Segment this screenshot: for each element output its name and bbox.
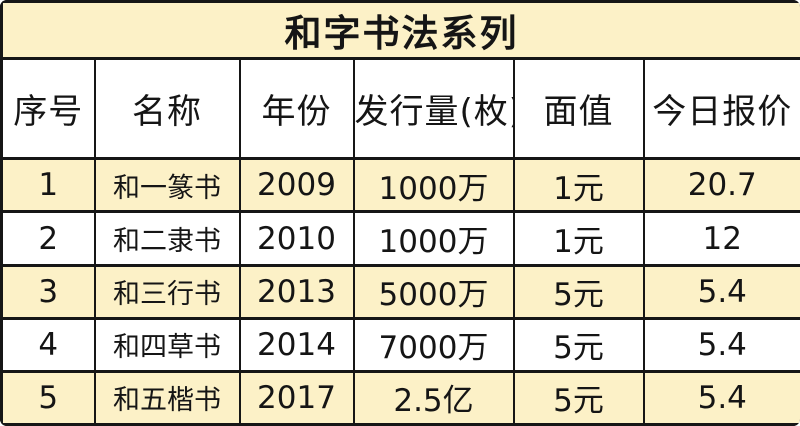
cell-name: 和一篆书 bbox=[93, 157, 241, 214]
cell-serial: 5 bbox=[0, 369, 96, 426]
cell-serial: 2 bbox=[0, 210, 96, 267]
cell-name: 和五楷书 bbox=[93, 369, 241, 426]
cell-year: 2010 bbox=[238, 210, 355, 267]
cell-year: 2009 bbox=[238, 157, 355, 214]
cell-face-value: 1元 bbox=[512, 210, 645, 267]
table-row: 1 和一篆书 2009 1000万 1元 20.7 bbox=[0, 157, 800, 214]
cell-circulation: 7000万 bbox=[352, 316, 515, 373]
cell-serial: 1 bbox=[0, 157, 96, 214]
cell-year: 2014 bbox=[238, 316, 355, 373]
table-title: 和字书法系列 bbox=[0, 0, 800, 61]
title-row: 和字书法系列 bbox=[0, 0, 800, 61]
column-header-serial: 序号 bbox=[0, 57, 96, 161]
cell-face-value: 5元 bbox=[512, 316, 645, 373]
cell-price: 5.4 bbox=[642, 369, 800, 426]
column-header-year: 年份 bbox=[238, 57, 355, 161]
cell-face-value: 5元 bbox=[512, 369, 645, 426]
column-header-face-value: 面值 bbox=[512, 57, 645, 161]
cell-price: 5.4 bbox=[642, 316, 800, 373]
cell-year: 2013 bbox=[238, 263, 355, 320]
cell-price: 12 bbox=[642, 210, 800, 267]
column-header-price: 今日报价 bbox=[642, 57, 800, 161]
cell-circulation: 1000万 bbox=[352, 157, 515, 214]
table-row: 5 和五楷书 2017 2.5亿 5元 5.4 bbox=[0, 369, 800, 426]
table-row: 3 和三行书 2013 5000万 5元 5.4 bbox=[0, 263, 800, 320]
cell-name: 和四草书 bbox=[93, 316, 241, 373]
cell-circulation: 5000万 bbox=[352, 263, 515, 320]
cell-name: 和三行书 bbox=[93, 263, 241, 320]
cell-serial: 3 bbox=[0, 263, 96, 320]
header-row: 序号 名称 年份 发行量(枚) 面值 今日报价 bbox=[0, 57, 800, 161]
cell-circulation: 1000万 bbox=[352, 210, 515, 267]
cell-price: 5.4 bbox=[642, 263, 800, 320]
cell-name: 和二隶书 bbox=[93, 210, 241, 267]
cell-serial: 4 bbox=[0, 316, 96, 373]
table-row: 4 和四草书 2014 7000万 5元 5.4 bbox=[0, 316, 800, 373]
column-header-name: 名称 bbox=[93, 57, 241, 161]
cell-year: 2017 bbox=[238, 369, 355, 426]
table-row: 2 和二隶书 2010 1000万 1元 12 bbox=[0, 210, 800, 267]
cell-price: 20.7 bbox=[642, 157, 800, 214]
cell-face-value: 1元 bbox=[512, 157, 645, 214]
cell-face-value: 5元 bbox=[512, 263, 645, 320]
cell-circulation: 2.5亿 bbox=[352, 369, 515, 426]
column-header-circulation: 发行量(枚) bbox=[352, 57, 515, 161]
